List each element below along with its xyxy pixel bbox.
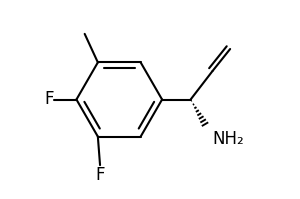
Text: F: F (44, 91, 53, 108)
Text: F: F (95, 166, 105, 184)
Text: NH₂: NH₂ (213, 130, 244, 148)
